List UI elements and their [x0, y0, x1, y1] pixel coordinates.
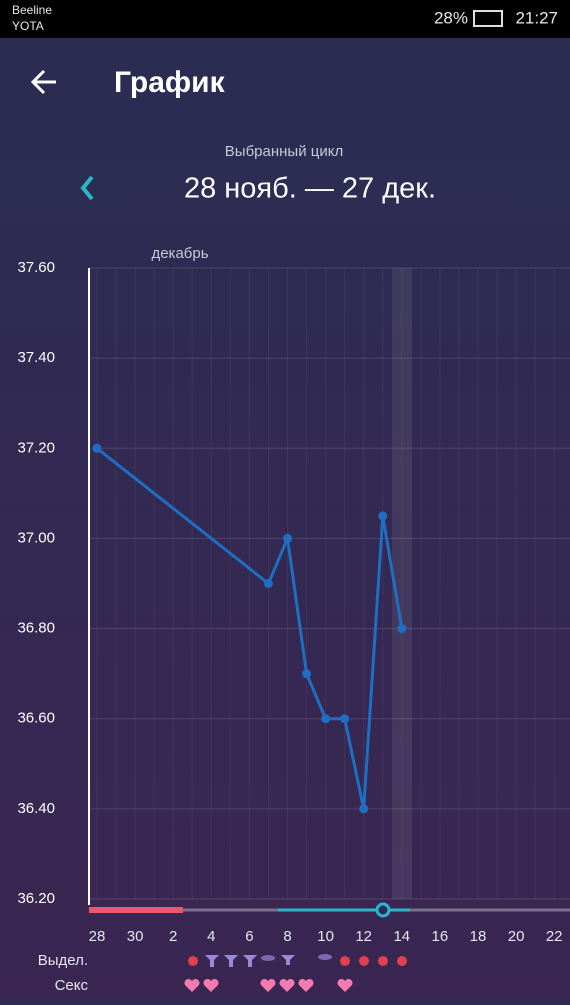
icon	[205, 955, 219, 967]
temperature-point	[321, 714, 331, 724]
today-band	[392, 268, 412, 899]
icon	[397, 956, 407, 966]
carrier: Beeline	[12, 3, 52, 17]
x-tick-label: 30	[127, 928, 144, 945]
x-tick-label: 16	[432, 928, 449, 945]
page-title: График	[114, 66, 226, 99]
y-tick-label: 36.80	[17, 620, 55, 637]
sex-icons	[184, 978, 353, 992]
x-tick-label: 10	[317, 928, 334, 945]
x-tick-label: 14	[393, 928, 410, 945]
x-tick-label: 8	[283, 928, 291, 945]
y-tick-label: 37.20	[17, 439, 55, 456]
prev-cycle[interactable]	[80, 175, 94, 201]
icon	[340, 956, 350, 966]
x-tick-label: 28	[89, 928, 106, 945]
x-tick-label: 22	[546, 928, 563, 945]
x-tick-label: 2	[169, 928, 177, 945]
icon	[359, 956, 369, 966]
row-label: Секс	[55, 977, 89, 994]
icon	[378, 956, 388, 966]
x-tick-label: 12	[355, 928, 372, 945]
temperature-point	[302, 669, 312, 679]
icon	[224, 955, 238, 967]
icon	[188, 956, 198, 966]
x-tick-label: 20	[508, 928, 525, 945]
temperature-point	[378, 511, 388, 521]
temperature-point	[92, 443, 102, 453]
heart	[279, 978, 295, 992]
temperature-point	[359, 804, 369, 814]
icon	[261, 955, 275, 961]
y-tick-label: 36.60	[17, 710, 55, 727]
month-label: декабрь	[151, 245, 208, 262]
y-tick-label: 37.00	[17, 529, 55, 546]
y-tick-label: 36.20	[17, 890, 55, 907]
icon	[281, 955, 295, 965]
x-tick-label: 18	[470, 928, 487, 945]
heart	[184, 978, 200, 992]
temperature-point	[283, 533, 292, 543]
x-tick-label: 4	[207, 928, 215, 945]
back-button[interactable]	[30, 69, 56, 95]
y-tick-label: 37.40	[17, 349, 55, 366]
heart	[260, 978, 276, 992]
battery-icon	[473, 10, 503, 27]
battery: 28%	[434, 8, 468, 27]
cycle-range: 28 нояб. — 27 дек.	[184, 173, 436, 205]
icon	[243, 955, 257, 967]
temperature-point	[263, 579, 273, 588]
heart	[203, 978, 219, 992]
row-label: Выдел.	[38, 952, 88, 969]
cycle-caption: Выбранный цикл	[225, 143, 343, 160]
status-bar	[0, 0, 570, 38]
carrier: YOTA	[12, 19, 44, 33]
icon	[318, 954, 332, 960]
x-tick-label: 6	[245, 928, 253, 945]
y-tick-label: 36.40	[17, 800, 55, 817]
discharge-icons	[188, 954, 407, 967]
heart	[298, 978, 314, 992]
clock: 21:27	[515, 8, 558, 27]
ovulation-marker[interactable]	[375, 902, 391, 918]
heart	[337, 978, 353, 992]
y-tick-label: 37.60	[17, 259, 55, 276]
temperature-point	[397, 624, 407, 634]
temperature-point	[340, 714, 350, 724]
